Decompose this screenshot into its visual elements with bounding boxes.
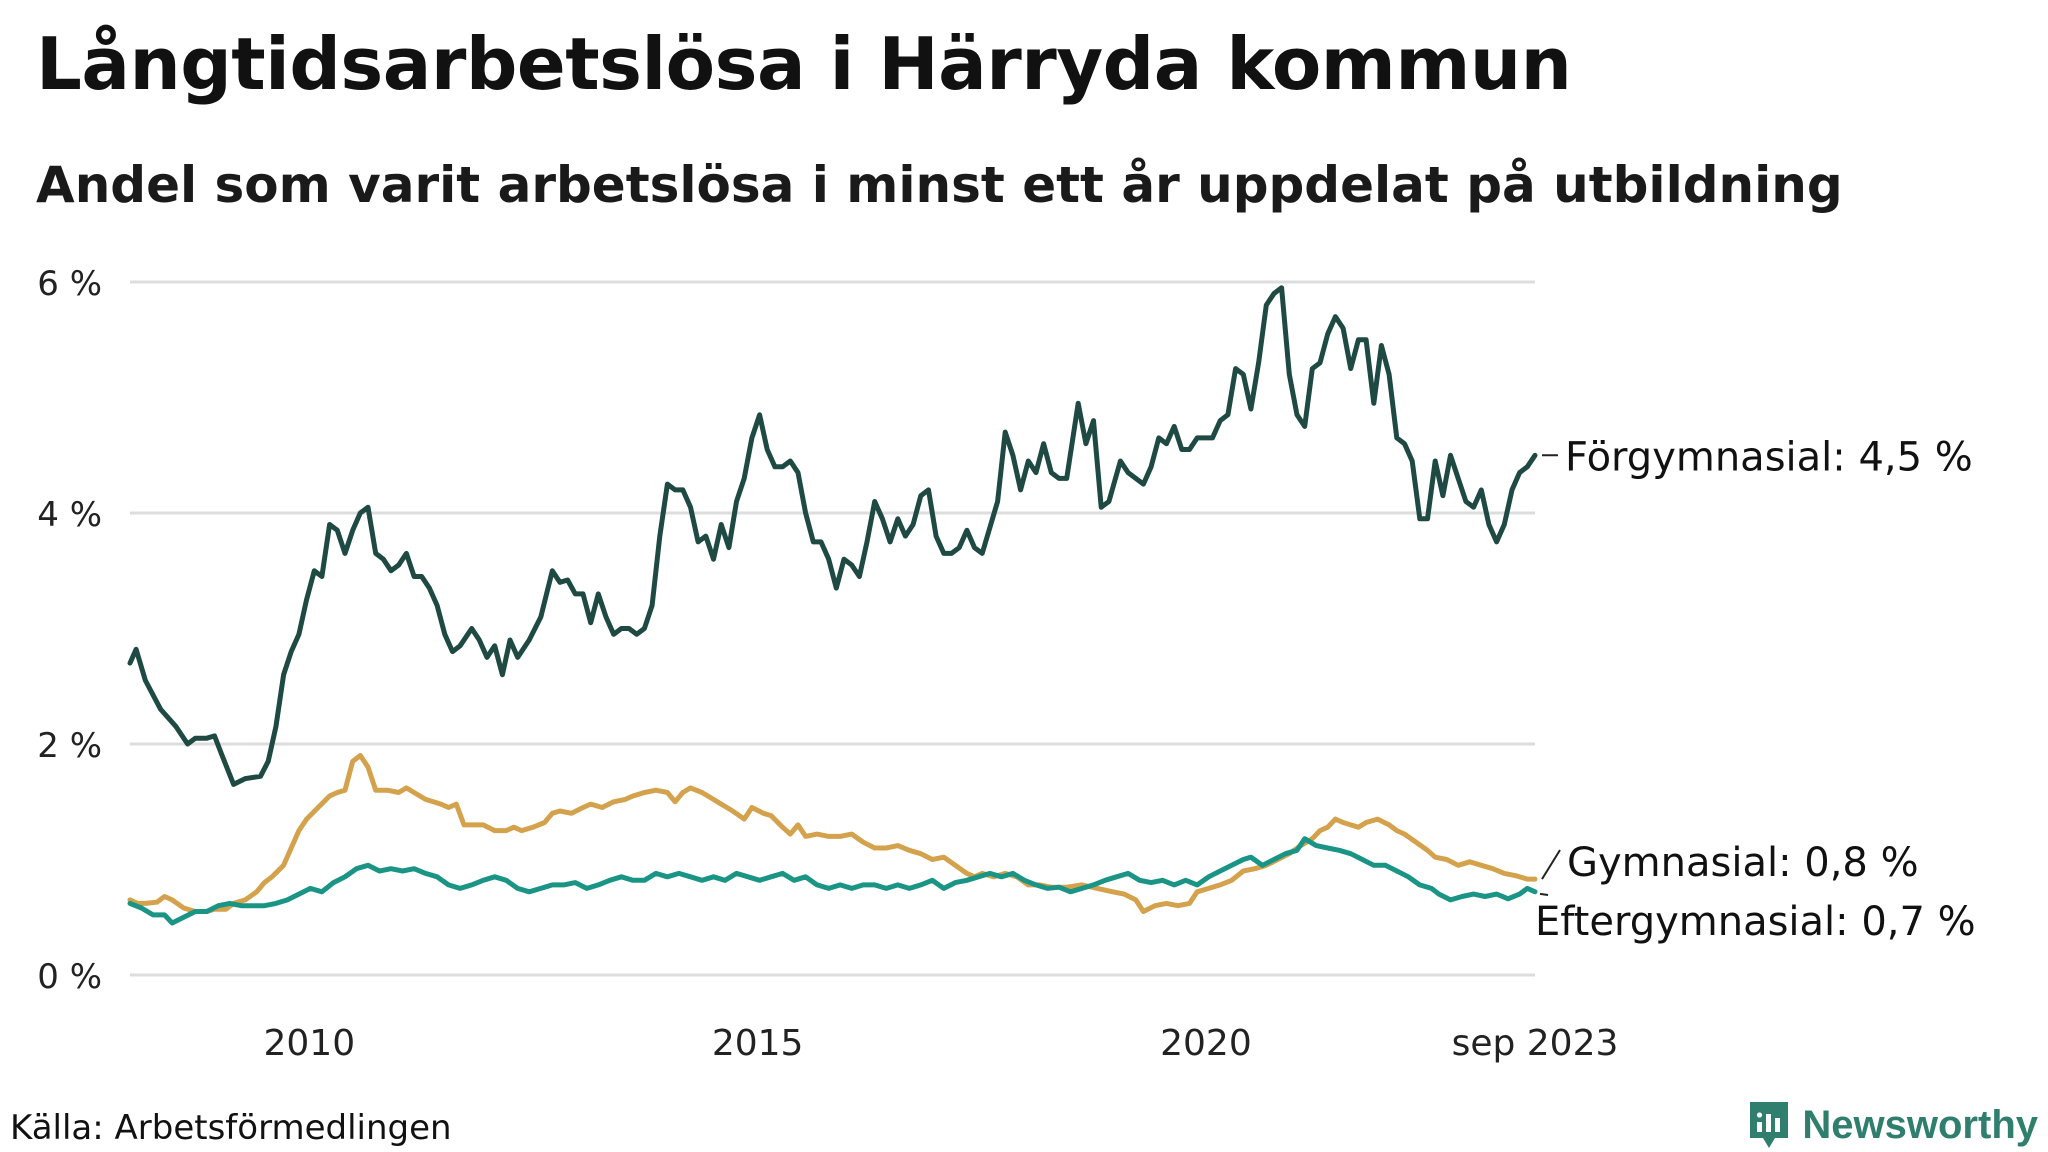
series-line-förgymnasial (127, 285, 1538, 787)
y-tick-label: 6 % (37, 264, 102, 304)
series-label-förgymnasial: Förgymnasial: 4,5 % (1565, 434, 1973, 480)
y-tick-label: 0 % (37, 957, 102, 997)
brand-name: Newsworthy (1802, 1102, 2038, 1147)
series-label-gymnasial: Gymnasial: 0,8 % (1567, 840, 1919, 886)
x-tick-label: 2015 (712, 1023, 804, 1064)
series-label-eftergymnasial: Eftergymnasial: 0,7 % (1535, 899, 1976, 945)
y-tick-label: 4 % (37, 495, 102, 535)
leader-line (1541, 849, 1561, 880)
newsworthy-logo-icon (1750, 1102, 1789, 1148)
series-line-eftergymnasial (127, 836, 1538, 926)
chart-subtitle: Andel som varit arbetslösa i minst ett å… (36, 156, 1843, 214)
series-lines (127, 285, 1538, 926)
source-note: Källa: Arbetsförmedlingen (10, 1108, 452, 1148)
grid-lines (130, 280, 1535, 977)
chart-title: Långtidsarbetslösa i Härryda kommun (36, 22, 1572, 106)
series-end-labels: Förgymnasial: 4,5 % Gymnasial: 0,8 % Efter… (1535, 434, 1976, 945)
x-tick-label: 2010 (264, 1023, 356, 1064)
y-tick-label: 2 % (37, 726, 102, 766)
leader-line (1539, 892, 1549, 896)
axis-labels: 0 % 2 % 4 % 6 % 2010 2015 2020 sep 2023 (37, 264, 1618, 1064)
x-tick-label: sep 2023 (1452, 1023, 1619, 1064)
brand-logo: Newsworthy (1746, 1098, 2038, 1152)
x-tick-label: 2020 (1160, 1023, 1252, 1064)
